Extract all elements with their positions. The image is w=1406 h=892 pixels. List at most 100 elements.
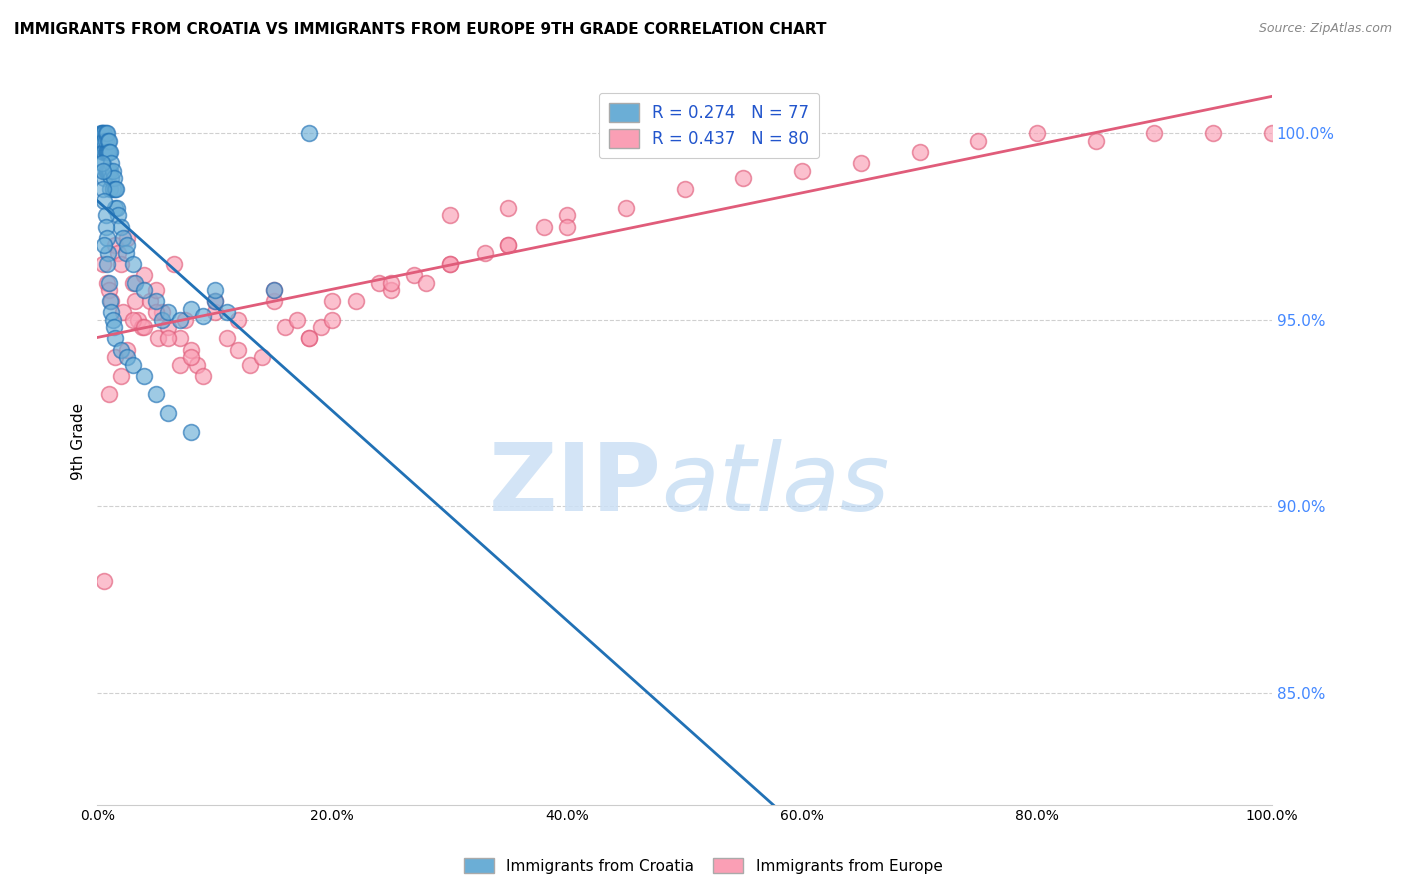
Point bbox=[98, 134, 121, 148]
Point bbox=[321, 313, 343, 327]
Point bbox=[139, 294, 162, 309]
Point bbox=[97, 134, 120, 148]
Point bbox=[100, 305, 122, 319]
Point bbox=[145, 305, 167, 319]
Point bbox=[156, 320, 179, 334]
Point bbox=[121, 313, 143, 327]
Point bbox=[1026, 127, 1049, 141]
Point bbox=[150, 305, 173, 319]
Point bbox=[97, 245, 120, 260]
Point bbox=[415, 276, 437, 290]
Point bbox=[96, 163, 118, 178]
Point bbox=[127, 313, 149, 327]
Point bbox=[93, 127, 115, 141]
Point bbox=[380, 283, 402, 297]
Point bbox=[134, 283, 156, 297]
Point bbox=[96, 276, 118, 290]
Point bbox=[107, 208, 129, 222]
Point bbox=[204, 294, 226, 309]
Point bbox=[91, 156, 114, 170]
Point bbox=[498, 201, 520, 215]
Point bbox=[91, 163, 114, 178]
Point bbox=[110, 257, 132, 271]
Point bbox=[94, 145, 117, 159]
Point bbox=[91, 145, 114, 159]
Text: atlas: atlas bbox=[661, 439, 890, 530]
Point bbox=[91, 127, 114, 141]
Point bbox=[263, 294, 285, 309]
Point bbox=[555, 208, 578, 222]
Point bbox=[180, 343, 202, 357]
Point bbox=[94, 219, 117, 234]
Point bbox=[186, 358, 208, 372]
Point bbox=[94, 163, 117, 178]
Text: ZIP: ZIP bbox=[488, 439, 661, 531]
Point bbox=[93, 238, 115, 252]
Point bbox=[298, 331, 321, 345]
Point bbox=[474, 245, 496, 260]
Point bbox=[204, 305, 226, 319]
Point bbox=[110, 368, 132, 383]
Point bbox=[169, 358, 191, 372]
Text: IMMIGRANTS FROM CROATIA VS IMMIGRANTS FROM EUROPE 9TH GRADE CORRELATION CHART: IMMIGRANTS FROM CROATIA VS IMMIGRANTS FR… bbox=[14, 22, 827, 37]
Point bbox=[148, 331, 170, 345]
Point bbox=[115, 238, 138, 252]
Point bbox=[150, 313, 173, 327]
Point bbox=[98, 294, 121, 309]
Point bbox=[124, 276, 146, 290]
Point bbox=[1084, 134, 1107, 148]
Point bbox=[112, 305, 135, 319]
Point bbox=[298, 331, 321, 345]
Point bbox=[124, 294, 146, 309]
Point bbox=[104, 331, 127, 345]
Point bbox=[91, 182, 114, 196]
Point bbox=[91, 257, 114, 271]
Legend: R = 0.274   N = 77, R = 0.437   N = 80: R = 0.274 N = 77, R = 0.437 N = 80 bbox=[599, 93, 820, 158]
Point bbox=[180, 425, 202, 439]
Point bbox=[114, 245, 136, 260]
Point bbox=[849, 156, 872, 170]
Point bbox=[98, 182, 121, 196]
Point bbox=[96, 231, 118, 245]
Point bbox=[98, 387, 121, 401]
Point bbox=[93, 145, 115, 159]
Point bbox=[93, 194, 115, 208]
Point bbox=[1202, 127, 1225, 141]
Point bbox=[98, 163, 121, 178]
Point bbox=[96, 145, 118, 159]
Point bbox=[134, 268, 156, 282]
Point bbox=[614, 201, 637, 215]
Point bbox=[380, 276, 402, 290]
Point bbox=[321, 294, 343, 309]
Point bbox=[163, 257, 186, 271]
Point bbox=[439, 208, 461, 222]
Point bbox=[112, 231, 135, 245]
Point bbox=[93, 574, 115, 588]
Point bbox=[93, 171, 115, 186]
Point bbox=[103, 171, 125, 186]
Point bbox=[115, 350, 138, 364]
Point bbox=[344, 294, 367, 309]
Point bbox=[104, 350, 127, 364]
Point bbox=[215, 331, 238, 345]
Point bbox=[180, 301, 202, 316]
Point bbox=[908, 145, 931, 159]
Point bbox=[110, 343, 132, 357]
Point bbox=[439, 257, 461, 271]
Point bbox=[94, 134, 117, 148]
Point bbox=[131, 320, 153, 334]
Point bbox=[101, 313, 124, 327]
Point bbox=[91, 134, 114, 148]
Point bbox=[250, 350, 273, 364]
Point bbox=[94, 127, 117, 141]
Point bbox=[107, 245, 129, 260]
Point bbox=[121, 257, 143, 271]
Text: Source: ZipAtlas.com: Source: ZipAtlas.com bbox=[1258, 22, 1392, 36]
Point bbox=[673, 182, 696, 196]
Point bbox=[97, 145, 120, 159]
Point bbox=[91, 156, 114, 170]
Point bbox=[156, 331, 179, 345]
Point bbox=[101, 182, 124, 196]
Point bbox=[98, 163, 121, 178]
Point bbox=[134, 320, 156, 334]
